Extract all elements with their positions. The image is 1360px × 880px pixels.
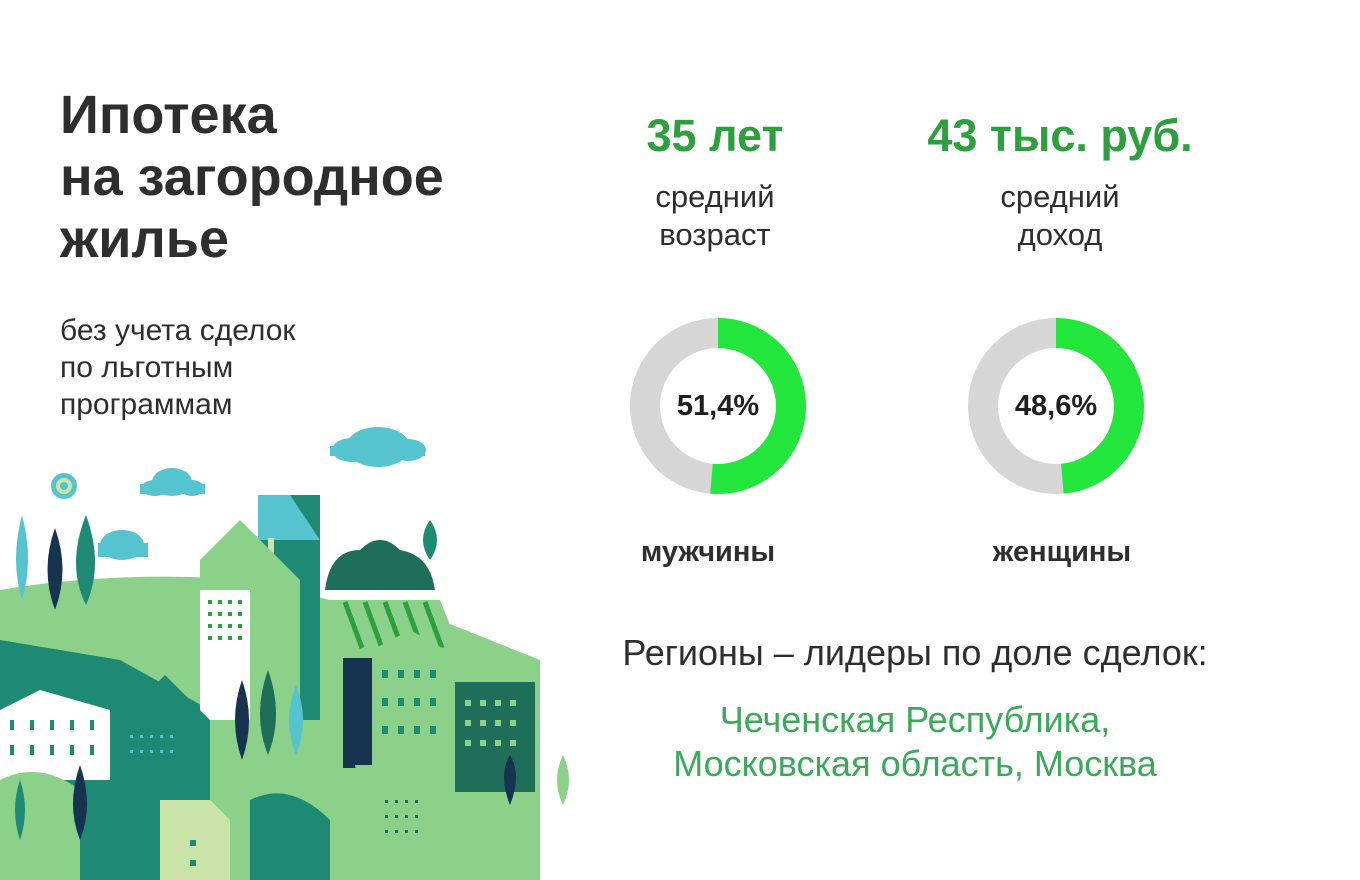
stat-age-label-line: средний bbox=[655, 179, 775, 214]
regions-line: Московская область, Москва bbox=[673, 743, 1157, 784]
title-line: жилье bbox=[60, 209, 230, 269]
regions-line: Чеченская Республика, bbox=[719, 699, 1111, 740]
stat-average-income: 43 тыс. руб. средний доход bbox=[890, 110, 1230, 254]
city-houses-illustration-icon bbox=[0, 427, 569, 880]
regions-heading: Регионы – лидеры по доле сделок: bbox=[622, 632, 1208, 673]
gender-label-women: женщины bbox=[992, 536, 1132, 568]
title-line: Ипотека bbox=[60, 85, 277, 145]
page-title: Ипотека на загородное жилье bbox=[60, 84, 560, 270]
title-line: на загородное bbox=[60, 147, 444, 207]
stat-income-label: средний доход bbox=[890, 178, 1230, 254]
donut-men: 51,4% bbox=[628, 316, 808, 496]
donut-men-chart bbox=[630, 318, 806, 494]
stat-income-label-line: средний bbox=[1000, 179, 1120, 214]
donut-women-arc bbox=[968, 318, 1144, 494]
stat-age-label: средний возраст bbox=[590, 178, 840, 254]
subtitle-line: программам bbox=[60, 388, 233, 421]
regions-list: Чеченская Республика, Московская область… bbox=[560, 698, 1270, 786]
donut-men-arc bbox=[630, 318, 806, 494]
subtitle-line: без учета сделок bbox=[60, 314, 296, 347]
stat-age-label-line: возраст bbox=[659, 217, 771, 252]
subtitle: без учета сделок по льготным программам bbox=[60, 312, 460, 423]
donut-women-chart bbox=[968, 318, 1144, 494]
subtitle-line: по льготным bbox=[60, 351, 234, 384]
stat-income-value: 43 тыс. руб. bbox=[927, 110, 1193, 161]
stat-average-age: 35 лет средний возраст bbox=[590, 110, 840, 254]
stat-income-label-line: доход bbox=[1017, 217, 1103, 252]
donut-women-percent: 48,6% bbox=[1014, 389, 1098, 422]
stat-age-value: 35 лет bbox=[646, 110, 784, 161]
donut-women: 48,6% bbox=[966, 316, 1146, 496]
gender-label-men: мужчины bbox=[640, 536, 776, 568]
donut-men-percent: 51,4% bbox=[676, 389, 760, 422]
